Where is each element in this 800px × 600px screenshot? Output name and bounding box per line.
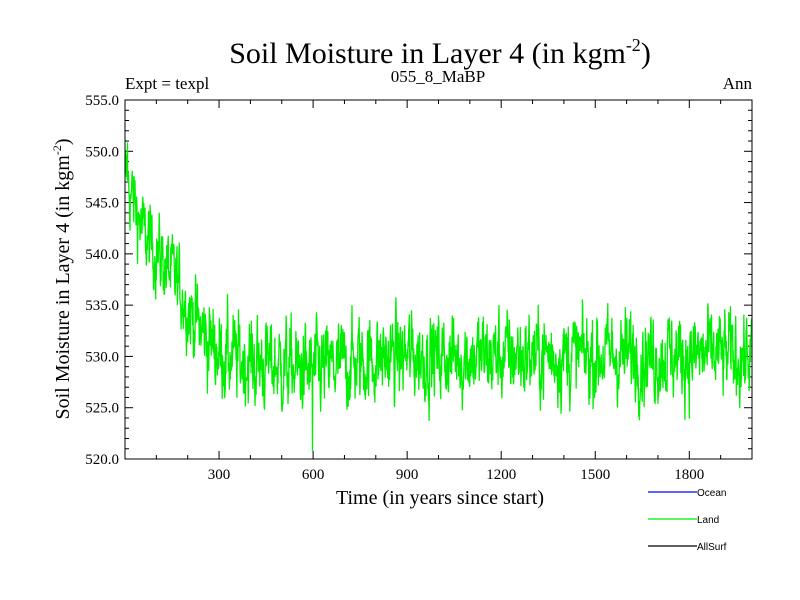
- major-ticks: [125, 99, 752, 460]
- legend-label-ocean: Ocean: [697, 488, 726, 499]
- x-axis-label: Time (in years since start): [336, 487, 544, 509]
- y-tick-label: 535.0: [85, 298, 119, 314]
- minor-ticks: [125, 100, 752, 459]
- chart-title: Soil Moisture in Layer 4 (in kgm-2): [229, 35, 651, 70]
- y-axis-label-sup: -2: [50, 145, 64, 155]
- series-layer: [125, 142, 752, 452]
- y-tick-label: 520.0: [85, 452, 119, 468]
- x-tick-label: 1200: [486, 467, 516, 483]
- subtitle-center: 055_8_MaBP: [391, 67, 485, 86]
- subtitle-left: Expt = texpl: [125, 74, 209, 93]
- x-tick-labels: 300 600 900 1200 1500 1800: [208, 467, 704, 483]
- x-tick-label: 300: [208, 467, 231, 483]
- y-axis-label-main: Soil Moisture in Layer 4 (in kgm: [52, 155, 74, 420]
- x-tick-label: 1500: [580, 467, 610, 483]
- y-axis-label: Soil Moisture in Layer 4 (in kgm-2): [50, 138, 74, 419]
- y-tick-label: 540.0: [85, 247, 119, 263]
- y-tick-label: 530.0: [85, 349, 119, 365]
- series-line-land: [125, 142, 752, 452]
- y-tick-label: 555.0: [85, 93, 119, 109]
- chart-title-sup: -2: [626, 35, 641, 55]
- y-axis-label-end: ): [52, 138, 74, 145]
- y-tick-labels: 520.0 525.0 530.0 535.0 540.0 545.0 550.0 555.0: [85, 93, 119, 468]
- chart-title-end: ): [641, 37, 651, 70]
- legend-label-allsurf: AllSurf: [697, 542, 727, 553]
- x-tick-label: 1800: [674, 467, 704, 483]
- chart-title-main: Soil Moisture in Layer 4 (in kgm: [229, 37, 626, 70]
- plot-frame: [124, 99, 753, 460]
- y-tick-label: 550.0: [85, 144, 119, 160]
- legend: Ocean Land AllSurf: [648, 488, 727, 553]
- x-tick-label: 600: [302, 467, 325, 483]
- y-tick-label: 525.0: [85, 401, 119, 417]
- legend-label-land: Land: [697, 515, 719, 526]
- plot-area: [124, 99, 753, 460]
- y-tick-label: 545.0: [85, 196, 119, 212]
- x-tick-label: 900: [396, 467, 419, 483]
- subtitle-right: Ann: [723, 74, 753, 93]
